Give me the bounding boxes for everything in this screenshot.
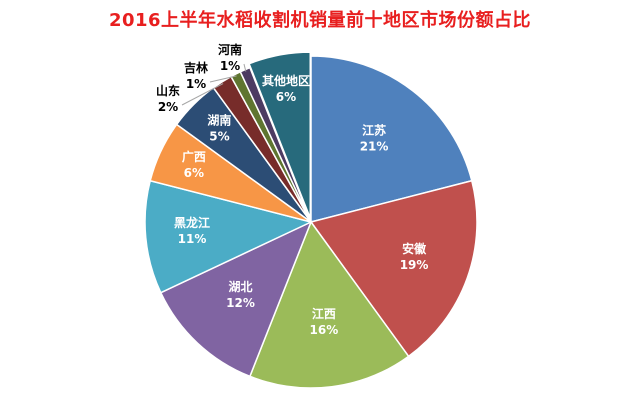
slice-label-value-9: 1%	[186, 77, 206, 91]
slice-label-name-4: 湖北	[229, 279, 253, 294]
pie-slice-2	[309, 179, 478, 358]
slice-label-value-5: 11%	[178, 232, 207, 246]
slice-label-value-3: 16%	[310, 323, 339, 337]
slice-label-name-9: 吉林	[184, 60, 208, 75]
slice-label-name-11: 其他地区	[262, 73, 310, 88]
slice-label-value-4: 12%	[226, 296, 255, 310]
slice-label-value-8: 2%	[158, 100, 178, 114]
slice-label-value-2: 19%	[400, 258, 429, 272]
slice-label-value-7: 5%	[209, 129, 229, 143]
slice-label-name-10: 河南	[217, 42, 242, 57]
slice-label-value-6: 6%	[184, 166, 204, 180]
pie-slice-1	[310, 55, 473, 223]
pie-slice-3	[248, 220, 410, 389]
slice-label-name-3: 江西	[312, 306, 336, 321]
slice-label-name-7: 湖南	[207, 112, 231, 127]
pie-slice-5	[144, 179, 314, 294]
leader-line-9	[209, 75, 237, 83]
slice-label-value-10: 1%	[220, 59, 240, 73]
leader-line-8	[181, 83, 224, 106]
slice-label-value-11: 6%	[276, 90, 296, 104]
pie-slice-11	[248, 51, 311, 219]
slice-label-name-6: 广西	[182, 149, 206, 164]
slice-label-name-2: 安徽	[402, 241, 427, 256]
slice-label-name-8: 山东	[156, 83, 180, 98]
pie-slice-4	[159, 220, 313, 378]
chart-title: 2016上半年水稻收割机销量前十地区市场份额占比	[108, 10, 532, 31]
slice-label-value-1: 21%	[360, 140, 389, 154]
slice-label-name-1: 江苏	[362, 123, 386, 138]
leader-line-10	[243, 63, 247, 72]
slice-label-name-5: 黑龙江	[174, 215, 210, 230]
